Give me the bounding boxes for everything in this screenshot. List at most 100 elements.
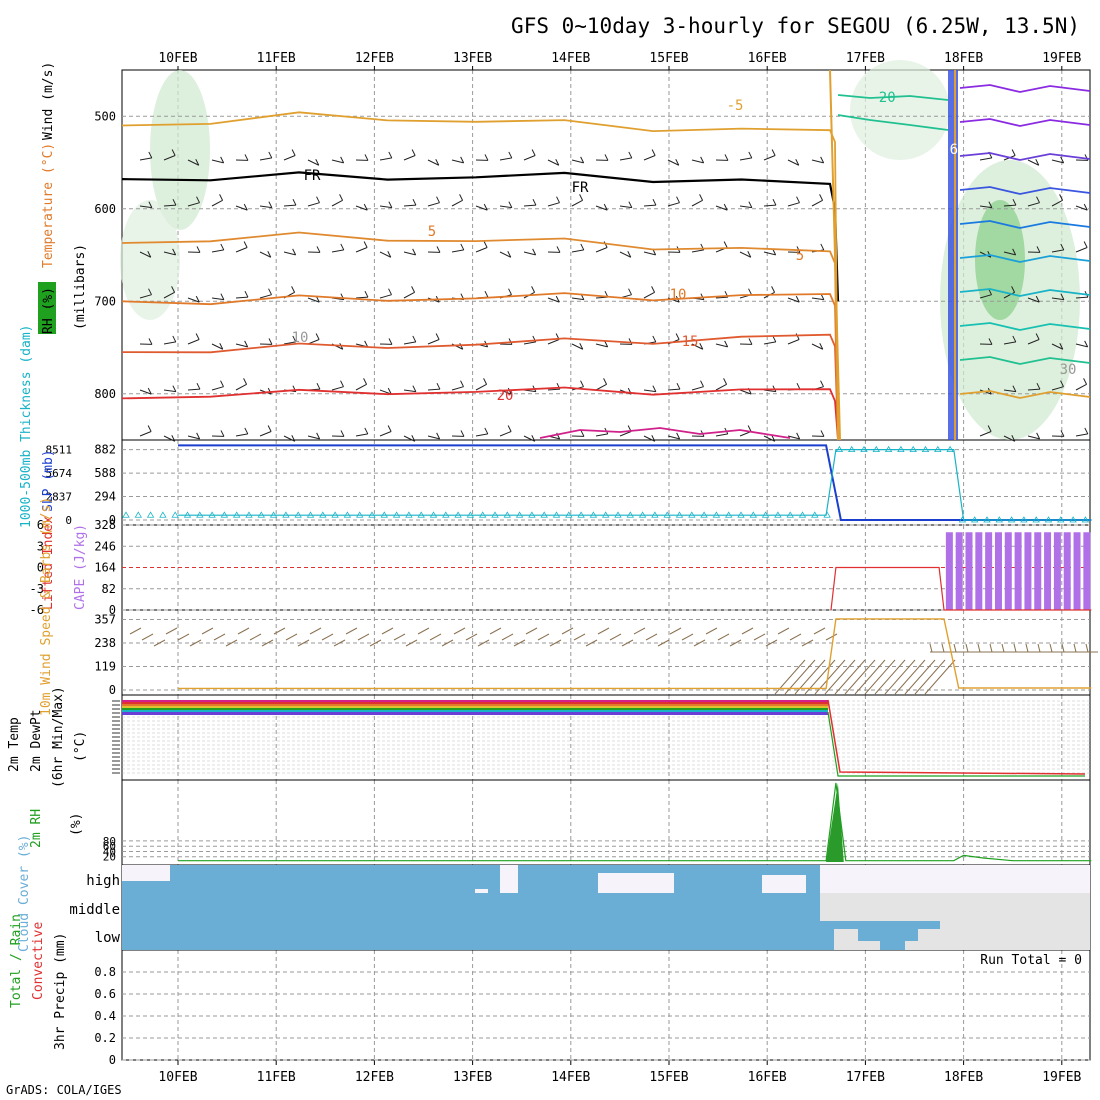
wind-barb-flag <box>556 196 560 203</box>
wind10-barb <box>633 627 646 635</box>
wind10-barb <box>864 659 896 695</box>
wind-barb-flag <box>748 201 753 208</box>
wind-barb <box>643 389 656 393</box>
isotherm-teal <box>837 94 949 101</box>
cold-isotherm <box>959 152 1091 161</box>
thickness-marker <box>614 511 622 518</box>
thickness-tick-label: 0 <box>65 514 72 527</box>
cold-isotherm <box>959 118 1091 127</box>
wind-barb <box>475 247 488 253</box>
wind-barb-flag <box>171 286 176 293</box>
wind-barb-flag <box>364 290 369 298</box>
wind-barb <box>1075 343 1088 348</box>
wind-barb-flag <box>267 387 272 395</box>
wind-barb-flag <box>652 385 657 392</box>
wind-barb <box>715 205 728 211</box>
wind-barb-flag <box>532 198 537 206</box>
wind-barb <box>331 386 344 391</box>
temp-unit-label: (°C) <box>73 731 88 762</box>
rh-shade <box>850 60 950 160</box>
wind10-barb <box>977 643 981 653</box>
wind-barb <box>739 251 752 258</box>
wind-barb <box>1027 388 1041 391</box>
isotherm-25 <box>539 427 791 439</box>
run-total: Run Total = 0 <box>980 953 1082 968</box>
wind-barb <box>499 431 512 437</box>
cape-bar <box>1073 532 1081 610</box>
wind-barb-flag <box>364 154 369 161</box>
wind10-series <box>178 618 1092 690</box>
top-date-label: 19FEB <box>1042 51 1081 66</box>
wind-barb <box>211 343 224 350</box>
cloud-mid-low-block <box>122 893 820 950</box>
wind10m-label: 10m Wind Speed & Barbs (m/s) <box>39 497 54 716</box>
wind-barb <box>691 343 704 350</box>
thickness-marker <box>884 445 893 453</box>
wind-barb-flag <box>1083 378 1088 385</box>
wind-barb <box>811 343 824 350</box>
thickness-marker <box>478 511 487 518</box>
wind-barb-flag <box>291 435 296 442</box>
wind-barb <box>163 251 176 256</box>
thickness-tick-label: 2837 <box>46 491 73 504</box>
contour-label: 15 <box>682 334 699 350</box>
cloud-level-label: high <box>86 873 120 889</box>
thickness-marker <box>651 511 659 518</box>
wind-barb-flag <box>219 343 224 350</box>
thickness-marker <box>540 511 548 518</box>
wind-barb <box>523 341 536 345</box>
thickness-marker <box>196 511 204 518</box>
thickness-marker <box>565 511 573 518</box>
wind-barb-flag <box>387 425 392 432</box>
cape-tick-label: 82 <box>102 582 116 596</box>
wind-barb-flag <box>268 338 273 345</box>
wind10-barb <box>357 633 370 641</box>
wind10-barb <box>777 627 790 635</box>
wind-barb-flag <box>507 425 512 432</box>
thickness-marker <box>872 445 881 453</box>
wind-barb-flag <box>1011 435 1016 442</box>
thickness-marker <box>688 511 696 518</box>
wind-barb-flag <box>579 343 584 350</box>
top-date-label: 12FEB <box>355 51 394 66</box>
wind-barb <box>787 159 800 166</box>
footer: GrADS: COLA/IGES <box>6 1083 122 1097</box>
wind-barb-flag <box>531 149 536 156</box>
thickness-marker <box>343 511 352 518</box>
wind-barb <box>427 159 440 166</box>
cape-label: CAPE (J/kg) <box>73 524 88 610</box>
wind-barb-flag <box>580 380 584 387</box>
wind10-barb <box>321 633 334 641</box>
wind-barb <box>451 386 464 391</box>
wind-barb <box>547 159 560 166</box>
wind10-barb <box>621 639 634 647</box>
wind-barb-flag <box>244 290 249 298</box>
lifted-tick-label: 6 <box>37 518 44 532</box>
pressure-label: (millibars) <box>73 244 88 330</box>
panel-frame <box>121 779 1091 866</box>
cloud-high-block <box>488 865 500 893</box>
cloud-low-block <box>858 929 918 941</box>
bottom-date-label: 17FEB <box>846 1070 885 1085</box>
wind-barb-flag <box>363 203 368 211</box>
wind-barb-flag <box>244 154 249 161</box>
wind-barb-flag <box>724 154 729 161</box>
wind-barb-flag <box>507 251 512 258</box>
wind10-barb <box>237 627 250 635</box>
thickness-marker <box>835 445 844 453</box>
thickness-marker <box>1069 516 1077 523</box>
cloud-low-block <box>880 941 905 950</box>
wind10-tick-label: 119 <box>94 660 116 674</box>
wind-barb <box>187 159 200 166</box>
wind10-barb <box>717 633 730 641</box>
wind-barb-flag <box>1036 196 1040 203</box>
wind10-barb <box>1013 643 1017 653</box>
cold-isotherm <box>959 390 1091 399</box>
wind-barb <box>307 159 320 166</box>
bottom-date-label: 15FEB <box>649 1070 688 1085</box>
top-date-label: 17FEB <box>846 51 885 66</box>
wind-barb <box>643 251 656 256</box>
wind10-barb <box>465 633 478 641</box>
cloud-cover-panel: high middle low <box>69 865 1090 950</box>
wind-barb-flag <box>148 201 153 208</box>
